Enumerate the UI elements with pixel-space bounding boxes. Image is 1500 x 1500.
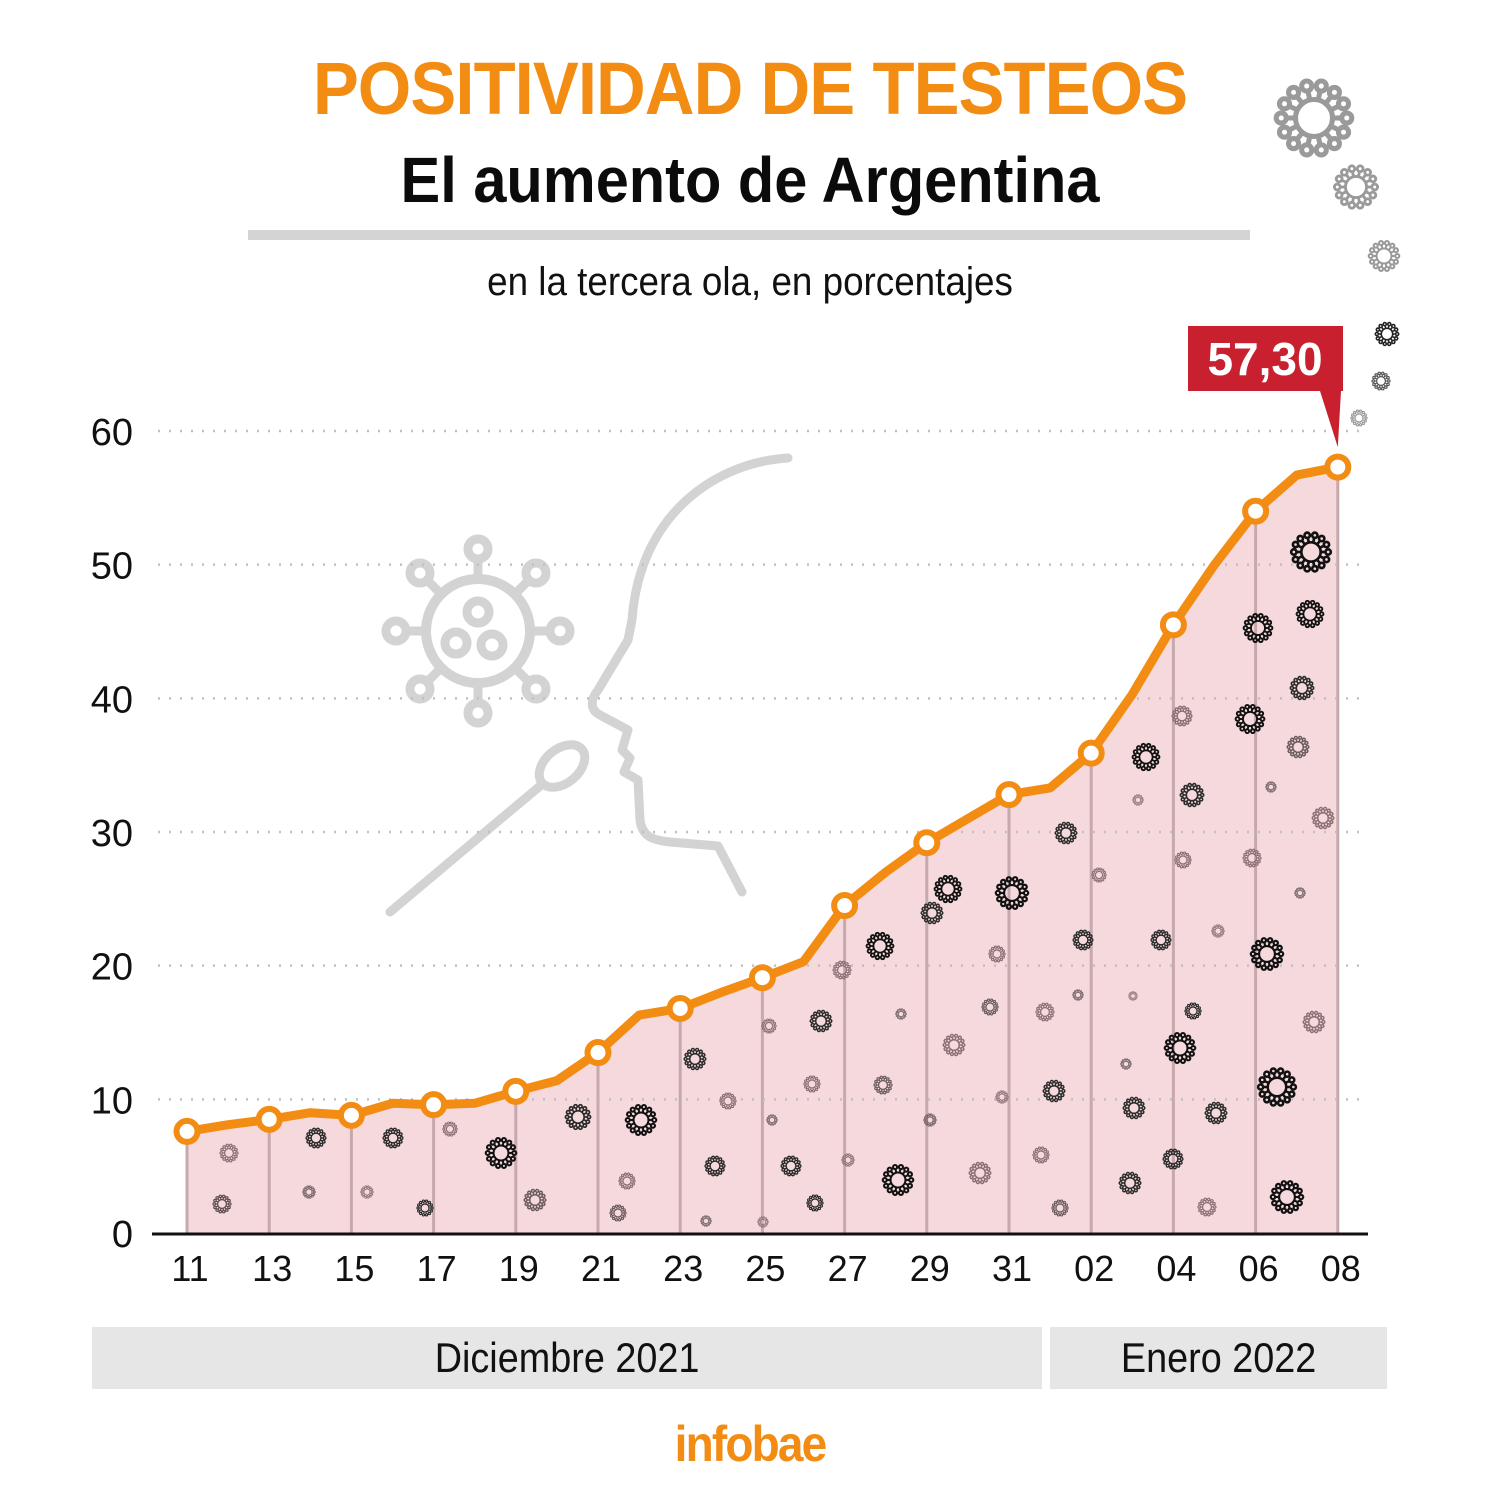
data-point-marker	[1159, 611, 1187, 639]
callout-value: 57,30	[1207, 333, 1322, 385]
virus-icon	[1276, 81, 1352, 155]
value-callout: 57,30	[1188, 326, 1343, 448]
virus-icon	[1350, 409, 1368, 427]
head-profile-icon	[587, 453, 793, 897]
x-tick-label: 27	[828, 1248, 868, 1289]
virus-icon	[1371, 371, 1391, 391]
data-point-marker	[337, 1101, 365, 1129]
data-point-marker	[748, 964, 776, 992]
chart-title: POSITIVIDAD DE TESTEOS	[312, 47, 1188, 130]
drop-lines	[185, 467, 1340, 1233]
virus-icon	[1332, 164, 1380, 210]
y-tick-label: 40	[91, 679, 133, 721]
virus-icon	[1374, 321, 1400, 347]
x-tick-label: 21	[581, 1248, 621, 1289]
title-divider	[248, 230, 1250, 240]
data-point-marker	[995, 781, 1023, 809]
y-tick-label: 0	[112, 1214, 133, 1256]
y-tick-label: 50	[91, 546, 133, 588]
month-band-january: Enero 2022	[1050, 1327, 1387, 1389]
x-tick-label: 29	[910, 1248, 950, 1289]
y-tick-label: 10	[91, 1080, 133, 1122]
x-tick-label: 19	[499, 1248, 539, 1289]
data-point-marker	[1242, 497, 1270, 525]
x-tick-label: 17	[417, 1248, 457, 1289]
swab-tip	[534, 740, 590, 792]
infobae-logo: infobae	[674, 1416, 828, 1472]
x-tick-label: 04	[1156, 1248, 1196, 1289]
swab-stick	[385, 781, 545, 917]
x-tick-label: 15	[334, 1248, 374, 1289]
area-fill	[187, 467, 1338, 1234]
data-point-marker	[913, 829, 941, 857]
data-point-marker	[173, 1117, 201, 1145]
x-tick-label: 06	[1239, 1248, 1279, 1289]
x-tick-label: 08	[1321, 1248, 1361, 1289]
data-point-marker	[831, 892, 859, 920]
markers	[173, 453, 1352, 1145]
y-tick-label: 20	[91, 947, 133, 989]
large-virus-icon	[381, 534, 575, 728]
callout-box	[1188, 326, 1343, 448]
x-tick-label: 11	[171, 1248, 208, 1289]
axes: 0 10 20 30 40 50 60 11 13 15 17 19 21 23 25 27 29 31 02 04 0…	[91, 412, 1368, 1289]
x-tick-label: 31	[992, 1248, 1032, 1289]
x-tick-label: 23	[663, 1248, 703, 1289]
chart-description: en la tercera ola, en porcentajes	[487, 260, 1013, 304]
x-tick-label: 25	[745, 1248, 785, 1289]
data-point-marker	[502, 1077, 530, 1105]
chart-subtitle: El aumento de Argentina	[400, 144, 1100, 216]
data-point-marker	[420, 1091, 448, 1119]
x-tick-label: 13	[252, 1248, 292, 1289]
data-point-marker	[1077, 739, 1105, 767]
data-point-marker	[255, 1105, 283, 1133]
x-tick-label: 02	[1074, 1248, 1114, 1289]
area-layer	[187, 467, 1338, 1234]
data-point-marker	[584, 1039, 612, 1067]
month-band-december: Diciembre 2021	[92, 1327, 1042, 1389]
month-label-january: Enero 2022	[1120, 1334, 1317, 1381]
swab-test-illustration	[381, 453, 793, 917]
month-label-december: Diciembre 2021	[434, 1334, 700, 1381]
virus-icon	[1367, 240, 1401, 272]
y-tick-label: 60	[91, 412, 133, 454]
data-point-marker	[1324, 453, 1352, 481]
y-tick-label: 30	[91, 813, 133, 855]
data-point-marker	[666, 994, 694, 1022]
